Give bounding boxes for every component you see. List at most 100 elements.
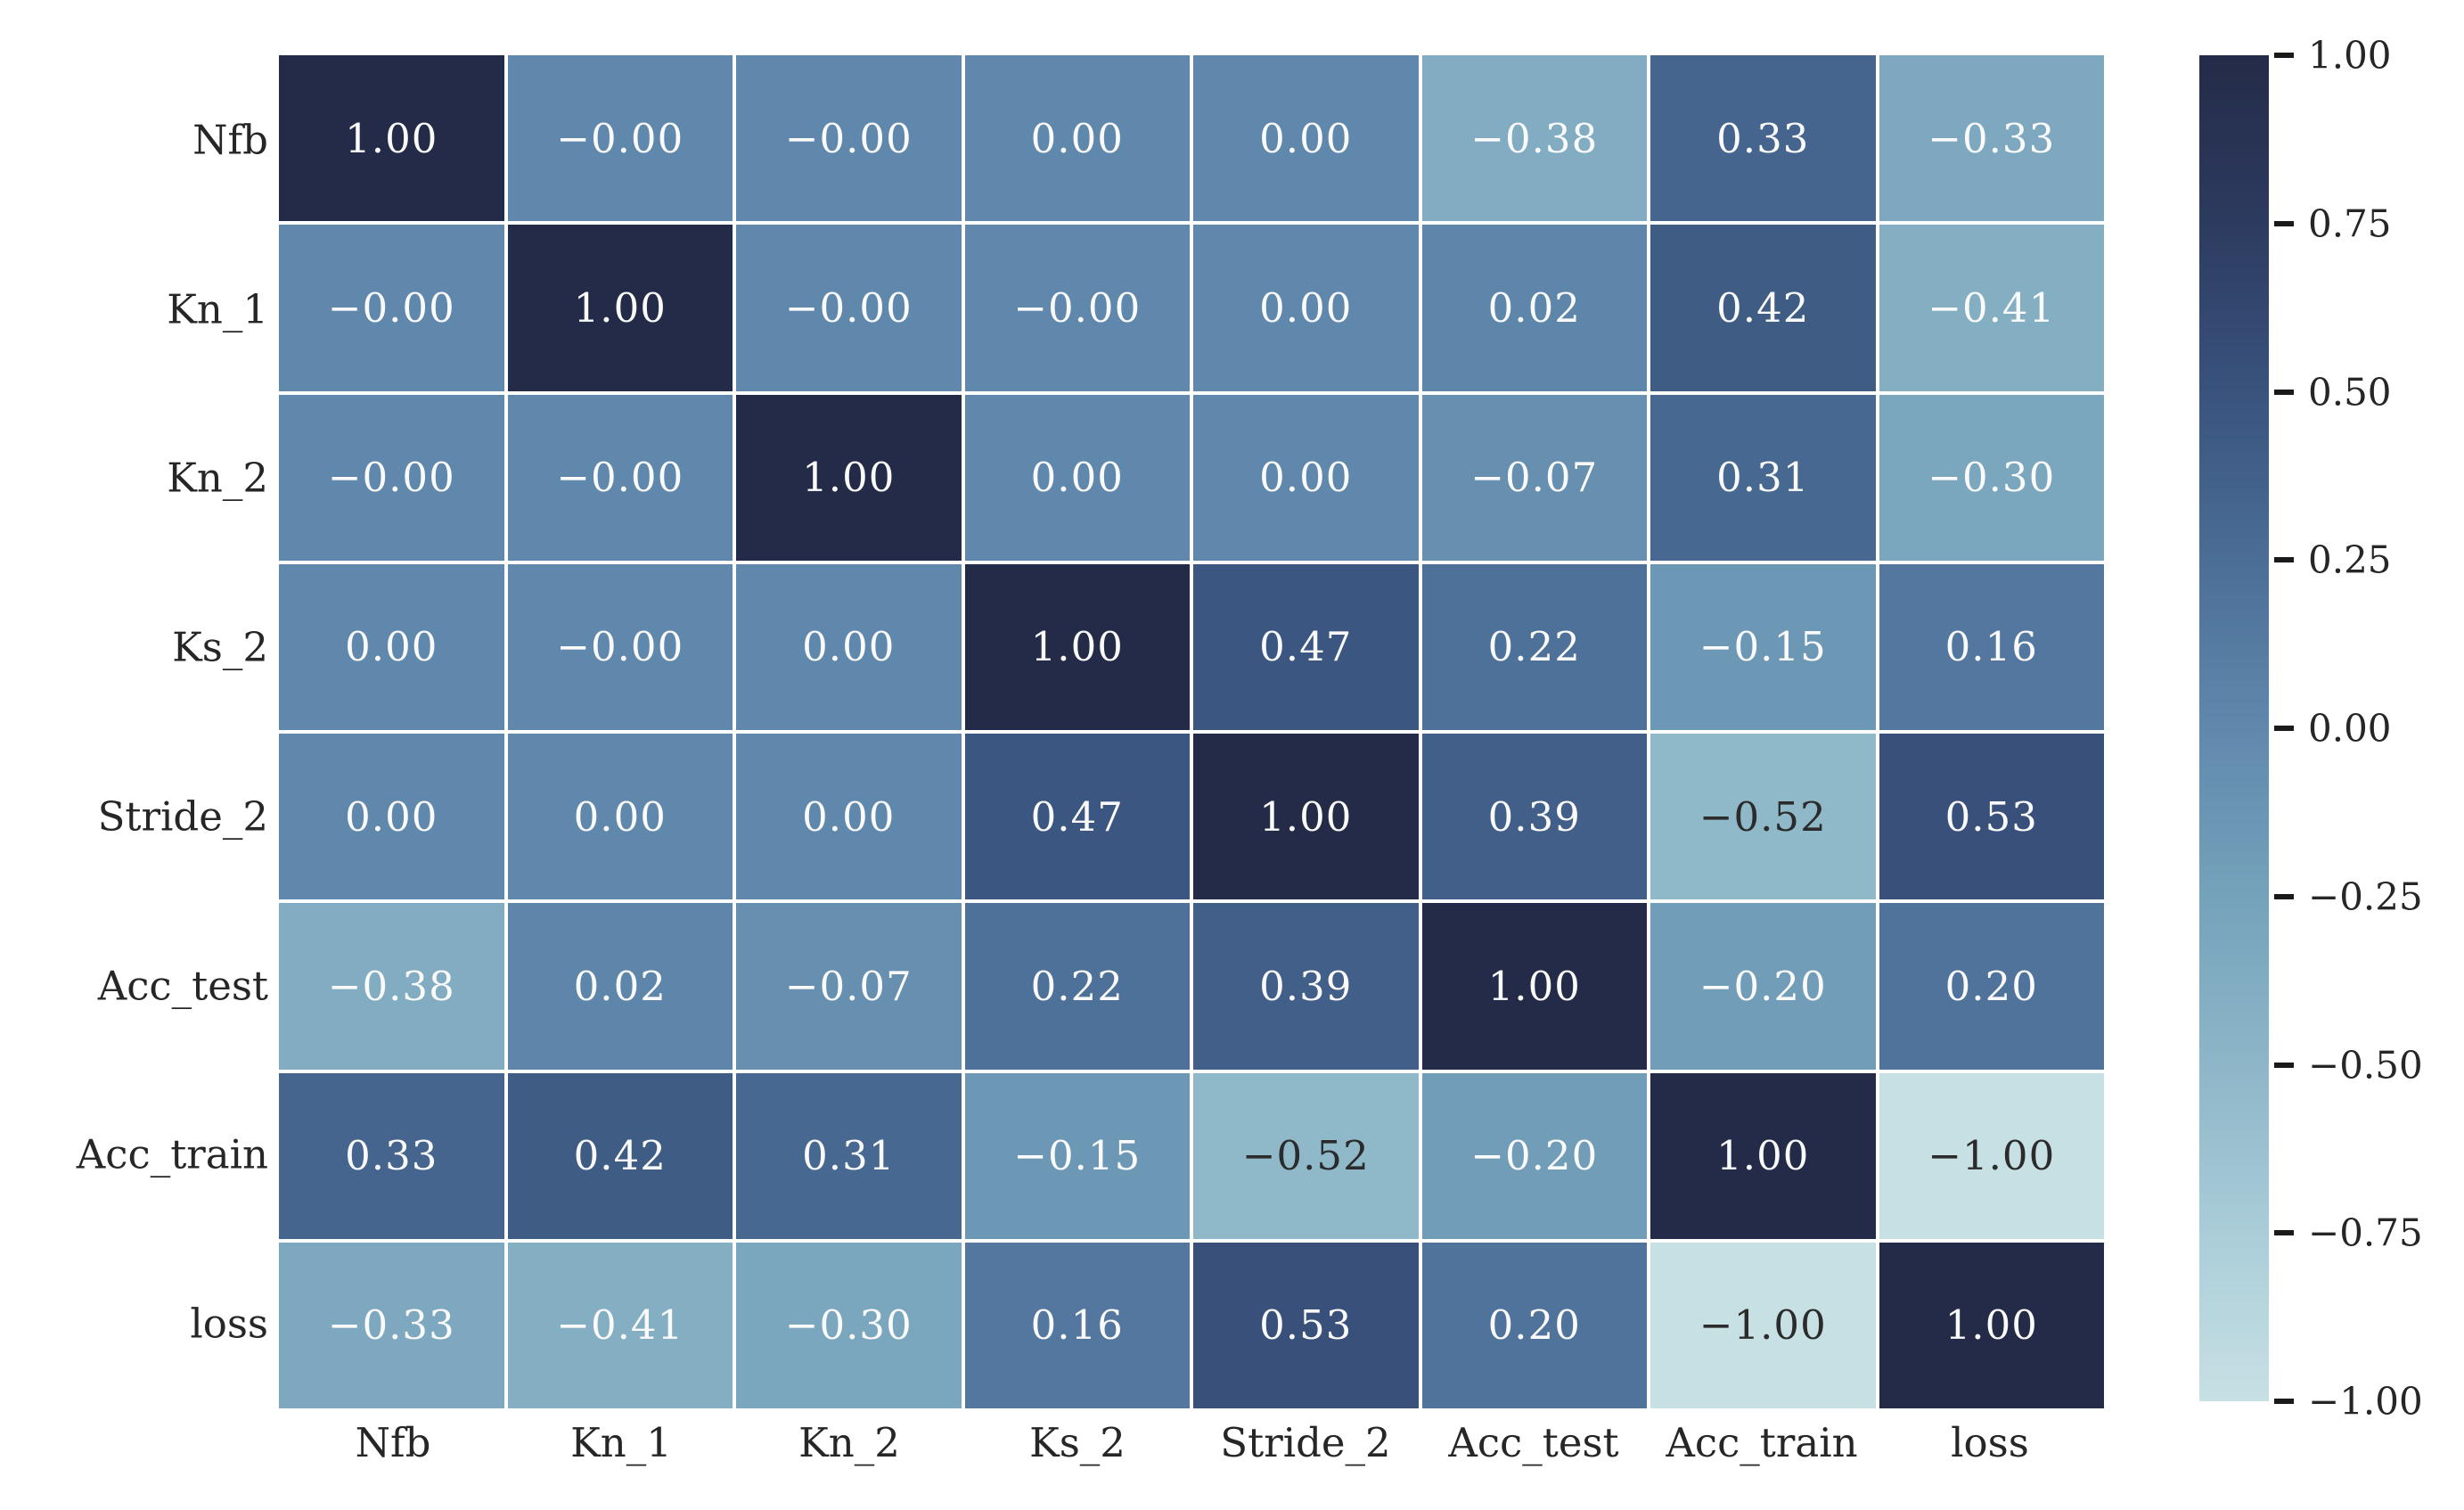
colorbar-tick-mark [2274, 726, 2294, 731]
heatmap-cell-Kn_2-Stride_2: 0.00 [1193, 394, 1419, 561]
colorbar-tick-mark [2274, 1062, 2294, 1068]
heatmap-cell-Ks_2-Acc_train: −0.15 [1650, 563, 1876, 730]
heatmap-cell-Stride_2-Stride_2: 1.00 [1193, 734, 1419, 900]
col-label-Acc_train: Acc_train [1666, 1419, 1858, 1466]
heatmap-cell-Stride_2-loss: 0.53 [1879, 734, 2104, 900]
colorbar-tick-label-0.00: 0.00 [2308, 706, 2392, 751]
heatmap-cell-Acc_train-Stride_2: −0.52 [1193, 1072, 1419, 1239]
colorbar-tick-label--0.50: −0.50 [2308, 1043, 2423, 1087]
row-label-loss: loss [190, 1300, 268, 1348]
colorbar-tick-label-0.75: 0.75 [2308, 201, 2392, 246]
heatmap-cell-Kn_1-Kn_2: −0.00 [736, 225, 962, 391]
colorbar [2199, 55, 2269, 1401]
row-label-Stride_2: Stride_2 [97, 792, 268, 841]
heatmap-cell-Acc_train-Kn_1: 0.42 [507, 1072, 733, 1239]
heatmap-cell-Nfb-Stride_2: 0.00 [1193, 55, 1419, 222]
heatmap-cell-Kn_2-Acc_test: −0.07 [1421, 394, 1647, 561]
heatmap-cell-Acc_train-Acc_train: 1.00 [1650, 1072, 1876, 1239]
heatmap-cell-Acc_test-Acc_test: 1.00 [1421, 903, 1647, 1070]
col-label-Ks_2: Ks_2 [1029, 1419, 1126, 1466]
heatmap-cell-Kn_1-Acc_test: 0.02 [1421, 225, 1647, 391]
heatmap-grid: 1.00 −0.00 −0.00 0.00 0.00 −0.38 0.33 −0.33 −0.0… [279, 55, 2104, 1408]
row-label-Nfb: Nfb [192, 116, 268, 164]
heatmap-cell-loss-loss: 1.00 [1879, 1242, 2104, 1408]
heatmap-cell-Kn_2-loss: −0.30 [1879, 394, 2104, 561]
heatmap-cell-Stride_2-Acc_train: −0.52 [1650, 734, 1876, 900]
row-label-Ks_2: Ks_2 [172, 623, 268, 671]
colorbar-tick-mark [2274, 893, 2294, 899]
heatmap-cell-Acc_test-Nfb: −0.38 [279, 903, 504, 1070]
heatmap-cell-Kn_2-Kn_2: 1.00 [736, 394, 962, 561]
col-label-Kn_2: Kn_2 [798, 1419, 900, 1466]
heatmap-cell-Acc_test-Ks_2: 0.22 [964, 903, 1190, 1070]
heatmap-cell-loss-Ks_2: 0.16 [964, 1242, 1190, 1408]
heatmap-cell-Acc_train-Kn_2: 0.31 [736, 1072, 962, 1239]
heatmap-cell-Acc_test-Stride_2: 0.39 [1193, 903, 1419, 1070]
colorbar-tick-label-0.25: 0.25 [2308, 538, 2392, 582]
heatmap-cell-Nfb-Acc_train: 0.33 [1650, 55, 1876, 222]
colorbar-tick-label--0.75: −0.75 [2308, 1210, 2423, 1255]
colorbar-tick-label--0.25: −0.25 [2308, 874, 2423, 919]
heatmap-cell-loss-Nfb: −0.33 [279, 1242, 504, 1408]
heatmap-cell-Kn_1-Nfb: −0.00 [279, 225, 504, 391]
col-label-Kn_1: Kn_1 [570, 1419, 672, 1466]
colorbar-tick-label-1.00: 1.00 [2308, 33, 2392, 78]
heatmap-cell-Nfb-loss: −0.33 [1879, 55, 2104, 222]
heatmap-cell-Kn_2-Kn_1: −0.00 [507, 394, 733, 561]
heatmap-cell-Kn_2-Nfb: −0.00 [279, 394, 504, 561]
heatmap-cell-Nfb-Kn_2: −0.00 [736, 55, 962, 222]
heatmap-cell-Nfb-Nfb: 1.00 [279, 55, 504, 222]
heatmap-cell-Ks_2-Acc_test: 0.22 [1421, 563, 1647, 730]
heatmap-cell-Stride_2-Ks_2: 0.47 [964, 734, 1190, 900]
heatmap-cell-Stride_2-Kn_1: 0.00 [507, 734, 733, 900]
heatmap-cell-Ks_2-Stride_2: 0.47 [1193, 563, 1419, 730]
col-label-Acc_test: Acc_test [1448, 1419, 1619, 1466]
heatmap-cell-loss-Acc_test: 0.20 [1421, 1242, 1647, 1408]
colorbar-tick-mark [2274, 220, 2294, 226]
heatmap-cell-loss-Acc_train: −1.00 [1650, 1242, 1876, 1408]
heatmap-cell-Acc_train-Ks_2: −0.15 [964, 1072, 1190, 1239]
colorbar-ticks: 1.00 0.75 0.50 0.25 0.00 −0.25 −0.50 −0.75 −1.00 [2269, 34, 2464, 1424]
colorbar-tick-mark [2274, 1230, 2294, 1236]
heatmap-cell-loss-Kn_1: −0.41 [507, 1242, 733, 1408]
heatmap-cell-loss-Stride_2: 0.53 [1193, 1242, 1419, 1408]
col-label-loss: loss [1951, 1419, 2029, 1466]
heatmap-cell-Nfb-Acc_test: −0.38 [1421, 55, 1647, 222]
heatmap-cell-Kn_2-Ks_2: 0.00 [964, 394, 1190, 561]
row-label-Acc_train: Acc_train [76, 1130, 268, 1178]
heatmap-cell-Kn_1-loss: −0.41 [1879, 225, 2104, 391]
heatmap-cell-Ks_2-loss: 0.16 [1879, 563, 2104, 730]
heatmap-cell-Acc_train-loss: −1.00 [1879, 1072, 2104, 1239]
colorbar-tick-label--1.00: −1.00 [2308, 1379, 2423, 1424]
row-label-Kn_2: Kn_2 [167, 454, 268, 502]
heatmap-cell-Ks_2-Nfb: 0.00 [279, 563, 504, 730]
heatmap-cell-Acc_train-Acc_test: −0.20 [1421, 1072, 1647, 1239]
heatmap-cell-Acc_train-Nfb: 0.33 [279, 1072, 504, 1239]
heatmap-cell-Stride_2-Nfb: 0.00 [279, 734, 504, 900]
heatmap-cell-Ks_2-Kn_2: 0.00 [736, 563, 962, 730]
heatmap-cell-Acc_test-Kn_1: 0.02 [507, 903, 733, 1070]
heatmap-cell-Acc_test-Acc_train: −0.20 [1650, 903, 1876, 1070]
colorbar-tick-mark [2274, 53, 2294, 58]
heatmap-cell-Nfb-Kn_1: −0.00 [507, 55, 733, 222]
row-label-Kn_1: Kn_1 [167, 285, 268, 333]
heatmap-cell-Stride_2-Kn_2: 0.00 [736, 734, 962, 900]
heatmap-cell-Nfb-Ks_2: 0.00 [964, 55, 1190, 222]
heatmap-cell-Kn_1-Kn_1: 1.00 [507, 225, 733, 391]
col-label-Nfb: Nfb [355, 1419, 431, 1466]
colorbar-tick-label-0.50: 0.50 [2308, 370, 2392, 414]
heatmap-cell-Kn_1-Stride_2: 0.00 [1193, 225, 1419, 391]
row-label-Acc_test: Acc_test [97, 962, 268, 1010]
heatmap-cell-Kn_1-Ks_2: −0.00 [964, 225, 1190, 391]
colorbar-tick-mark [2274, 557, 2294, 563]
heatmap-cell-loss-Kn_2: −0.30 [736, 1242, 962, 1408]
heatmap-cell-Kn_2-Acc_train: 0.31 [1650, 394, 1876, 561]
heatmap-cell-Ks_2-Ks_2: 1.00 [964, 563, 1190, 730]
heatmap-cell-Stride_2-Acc_test: 0.39 [1421, 734, 1647, 900]
y-axis-labels: Nfb Kn_1 Kn_2 Ks_2 Stride_2 Acc_test Acc_train… [0, 55, 268, 1408]
colorbar-tick-mark [2274, 1399, 2294, 1404]
heatmap-cell-Ks_2-Kn_1: −0.00 [507, 563, 733, 730]
colorbar-tick-mark [2274, 389, 2294, 395]
col-label-Stride_2: Stride_2 [1220, 1419, 1391, 1466]
